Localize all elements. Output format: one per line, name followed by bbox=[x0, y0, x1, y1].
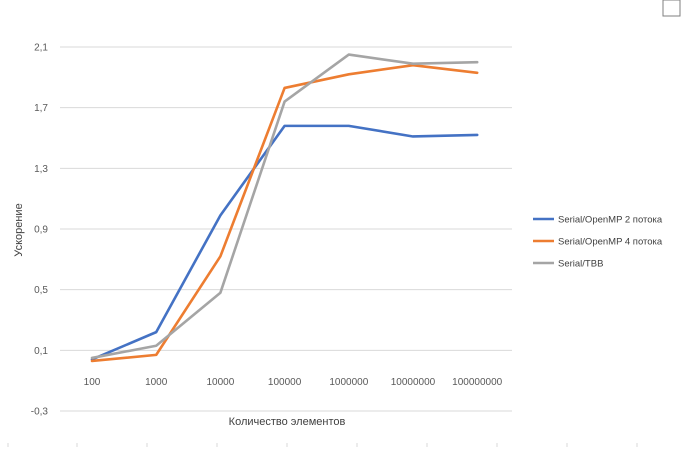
x-tick-label: 10000000 bbox=[391, 377, 436, 388]
x-tick-label: 10000 bbox=[206, 377, 234, 388]
series-line bbox=[90, 53, 479, 360]
y-tick-label: -0,3 bbox=[31, 407, 49, 418]
y-tick-label: 2,1 bbox=[34, 43, 48, 54]
y-axis-title: Ускорение bbox=[13, 203, 25, 256]
y-tick-label: 0,5 bbox=[34, 285, 48, 296]
legend-label: Serial/OpenMP 2 потока bbox=[558, 215, 663, 226]
y-tick-label: 0,1 bbox=[34, 346, 48, 357]
bottom-tick-marks bbox=[7, 443, 638, 447]
x-tick-label: 100000000 bbox=[452, 377, 502, 388]
legend-label: Serial/TBB bbox=[558, 259, 603, 270]
x-axis-title: Количество элементов bbox=[229, 416, 346, 428]
corner-box bbox=[662, 0, 681, 17]
series-lines bbox=[90, 53, 479, 363]
x-tick-label: 100 bbox=[84, 377, 101, 388]
series-line bbox=[90, 124, 479, 361]
x-tick-label: 1000000 bbox=[329, 377, 368, 388]
x-tick-labels: 100 1000 10000 100000 1000000 10000000 1000000… bbox=[84, 377, 503, 388]
y-tick-label: 0,9 bbox=[34, 225, 48, 236]
legend-label: Serial/OpenMP 4 потока bbox=[558, 237, 663, 248]
y-tick-label: 1,3 bbox=[34, 164, 48, 175]
series-line bbox=[90, 63, 479, 363]
x-tick-label: 1000 bbox=[145, 377, 168, 388]
legend: Serial/OpenMP 2 потока Serial/OpenMP 4 по… bbox=[533, 215, 663, 270]
y-tick-label: 1,7 bbox=[34, 103, 48, 114]
y-tick-labels: 2,1 1,7 1,3 0,9 0,5 0,1 -0,3 bbox=[31, 43, 49, 418]
x-tick-label: 100000 bbox=[268, 377, 302, 388]
